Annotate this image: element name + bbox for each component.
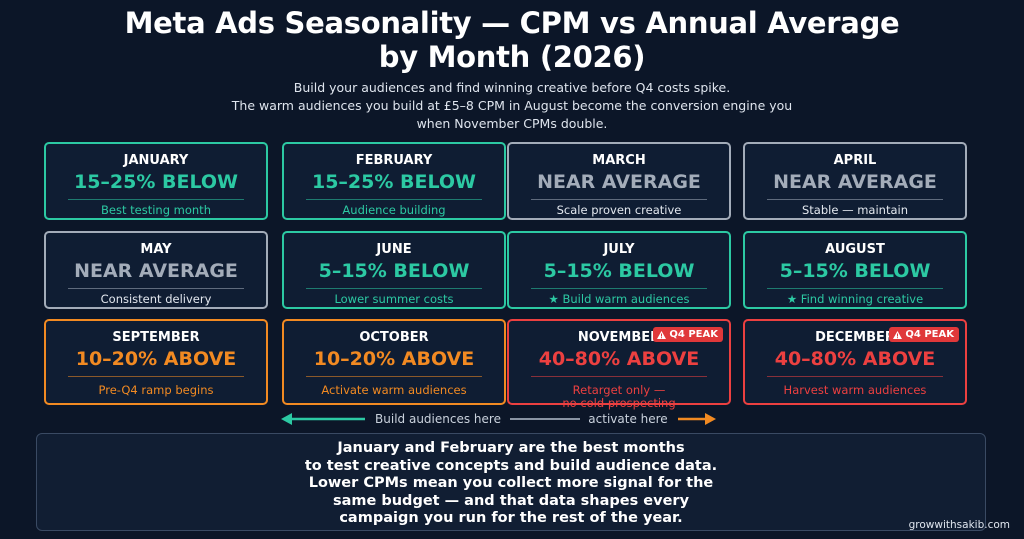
month-note: Audience building — [342, 203, 446, 217]
footer-line: Lower CPMs mean you collect more signal … — [308, 475, 714, 491]
month-name: OCTOBER — [359, 330, 429, 345]
month-card: MAY NEAR AVERAGE Consistent delivery — [44, 231, 268, 309]
footer-box: January and February are the best months… — [36, 433, 986, 531]
month-name: NOVEMBER — [577, 330, 661, 345]
badge: Q4 PEAK — [889, 327, 959, 342]
month-name: SEPTEMBER — [112, 330, 200, 345]
month-note: Stable — maintain — [801, 203, 908, 217]
month-name: MARCH — [592, 153, 646, 168]
month-name: JUNE — [376, 242, 412, 257]
footer-line: to test creative concepts and build audi… — [304, 457, 718, 474]
badge-label: Q4 PEAK — [669, 329, 718, 340]
month-status: 15–25% BELOW — [73, 171, 239, 193]
divider — [531, 199, 707, 200]
badge: Q4 PEAK — [653, 327, 723, 342]
month-note: Pre-Q4 ramp begins — [98, 383, 214, 397]
month-note: Best testing month — [101, 203, 211, 217]
month-status: 5–15% BELOW — [779, 260, 931, 282]
month-note: ★ Find winning creative — [786, 292, 924, 306]
month-card: JANUARY 15–25% BELOW Best testing month — [44, 142, 268, 220]
footer-line: campaign you run for the rest of the yea… — [339, 510, 683, 526]
month-card: NOVEMBER 40–80% ABOVE Retarget only — no c… — [507, 319, 731, 410]
subtitle: Build your audiences and find winning cr… — [0, 79, 1024, 133]
divider — [68, 199, 244, 200]
footer-line: January and February are the best months — [337, 440, 685, 456]
divider — [306, 288, 482, 289]
month-name: JANUARY — [123, 153, 189, 168]
month-status: NEAR AVERAGE — [74, 260, 238, 282]
divider — [68, 288, 244, 289]
month-note: Consistent delivery — [100, 292, 212, 306]
footer-line: same budget — and that data shapes every — [332, 492, 690, 509]
month-name: AUGUST — [825, 242, 885, 257]
month-card: APRIL NEAR AVERAGE Stable — maintain — [743, 142, 967, 220]
title-line: Meta Ads Seasonality — CPM vs Annual Ave… — [124, 6, 900, 40]
title-line: by Month (2026) — [378, 40, 646, 74]
subtitle-line: The warm audiences you build at £5–8 CPM… — [231, 98, 793, 113]
divider — [767, 376, 943, 377]
month-status: 40–80% ABOVE — [774, 348, 936, 370]
badge-label: Q4 PEAK — [905, 329, 954, 340]
month-note: Scale proven creative — [556, 203, 682, 217]
subtitle-line: when November CPMs double. — [416, 116, 608, 131]
month-status: 5–15% BELOW — [543, 260, 695, 282]
month-status: 40–80% ABOVE — [538, 348, 700, 370]
month-card: MARCH NEAR AVERAGE Scale proven creative — [507, 142, 731, 220]
month-status: 5–15% BELOW — [318, 260, 470, 282]
month-status: NEAR AVERAGE — [537, 171, 701, 193]
flow-right-label: activate here — [588, 412, 667, 426]
month-note: Activate warm audiences — [321, 383, 467, 397]
month-card: SEPTEMBER 10–20% ABOVE Pre-Q4 ramp begins — [44, 319, 268, 405]
title: Meta Ads Seasonality — CPM vs Annual Ave… — [0, 6, 1024, 74]
flow-arrows: Build audiences here activate here — [281, 412, 716, 426]
month-status: 15–25% BELOW — [311, 171, 477, 193]
month-note: Harvest warm audiences — [783, 383, 927, 397]
warning-icon — [893, 330, 903, 339]
month-note: Lower summer costs — [334, 292, 454, 306]
divider — [767, 199, 943, 200]
divider — [306, 376, 482, 377]
month-name: JULY — [603, 242, 635, 257]
month-name: MAY — [140, 242, 172, 257]
month-note: ★ Build warm audiences — [548, 292, 690, 306]
month-card: JULY 5–15% BELOW ★ Build warm audiences — [507, 231, 731, 309]
month-card: FEBRUARY 15–25% BELOW Audience building — [282, 142, 506, 220]
month-card: AUGUST 5–15% BELOW ★ Find winning creative — [743, 231, 967, 309]
month-name: APRIL — [833, 153, 877, 168]
divider — [767, 288, 943, 289]
divider — [531, 376, 707, 377]
month-status: 10–20% ABOVE — [313, 348, 475, 370]
month-note: Retarget only — no cold prospecting — [562, 383, 676, 410]
month-status: 10–20% ABOVE — [75, 348, 237, 370]
warning-icon — [657, 330, 667, 339]
month-name: FEBRUARY — [355, 153, 433, 168]
month-card: DECEMBER 40–80% ABOVE Harvest warm audienc… — [743, 319, 967, 405]
month-card: JUNE 5–15% BELOW Lower summer costs — [282, 231, 506, 309]
footer-text: January and February are the best months… — [37, 440, 985, 528]
divider — [531, 288, 707, 289]
subtitle-line: Build your audiences and find winning cr… — [293, 80, 731, 95]
month-status: NEAR AVERAGE — [773, 171, 937, 193]
month-card: OCTOBER 10–20% ABOVE Activate warm audienc… — [282, 319, 506, 405]
divider — [68, 376, 244, 377]
month-name: DECEMBER — [815, 330, 895, 345]
divider — [306, 199, 482, 200]
flow-left-label: Build audiences here — [375, 412, 501, 426]
credit: growwithsakib.com — [908, 519, 1010, 531]
